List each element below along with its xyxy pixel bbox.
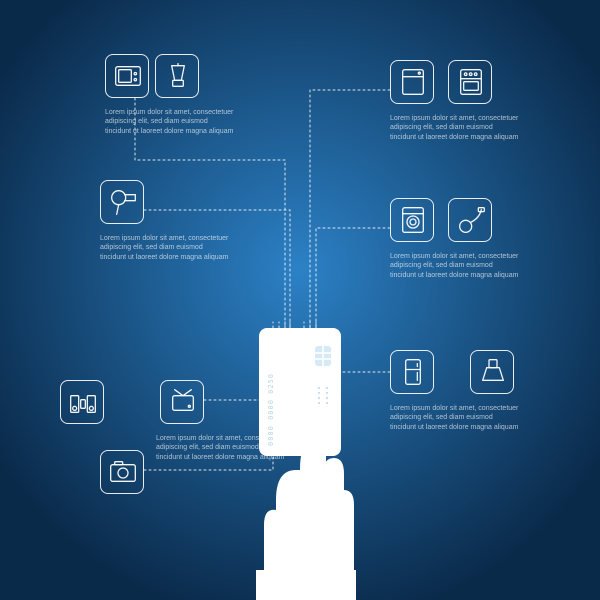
stove-icon [448,60,492,104]
caption-g7: Lorem ipsum dolor sit amet, consectetuer… [390,404,520,432]
camera-icon [100,450,144,494]
hood-icon [470,350,514,394]
tv-icon [160,380,204,424]
caption-g1: Lorem ipsum dolor sit amet, consectetuer… [105,108,235,136]
hand-icon [246,430,356,600]
fridge-icon [390,350,434,394]
hairdryer-icon [100,180,144,224]
stereo-icon [60,380,104,424]
microwave-icon [105,54,149,98]
washer-icon [390,198,434,242]
dishwasher-icon [390,60,434,104]
blender-icon [155,54,199,98]
vacuum-icon [448,198,492,242]
caption-g2: Lorem ipsum dolor sit amet, consectetuer… [100,234,230,262]
infographic-stage: Lorem ipsum dolor sit amet, consectetuer… [0,0,600,600]
caption-g6: Lorem ipsum dolor sit amet, consectetuer… [390,252,520,280]
caption-g5: Lorem ipsum dolor sit amet, consectetuer… [390,114,520,142]
